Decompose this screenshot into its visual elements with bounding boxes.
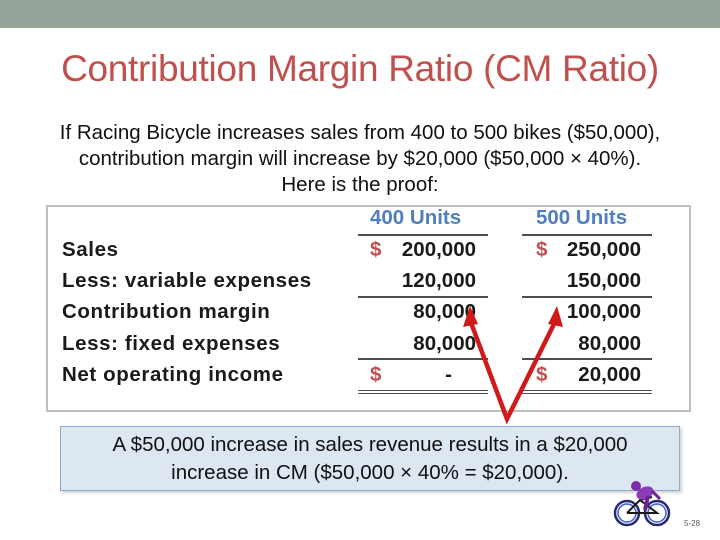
header-underline (358, 234, 488, 236)
top-bar (0, 0, 720, 28)
subtotal-rule (358, 296, 488, 298)
cell-sales-400: 200,000 (401, 238, 476, 261)
row-label-variable-expenses: Less: variable expenses (62, 269, 312, 292)
cell-variable-expenses-400: 120,000 (401, 269, 476, 292)
column-header-400-units: 400 Units (370, 206, 462, 229)
intro-line-3: Here is the proof: (281, 173, 439, 196)
row-label-net-operating-income: Net operating income (62, 363, 284, 386)
slide-number: 5-28 (684, 519, 701, 528)
subtotal-rule (522, 296, 652, 298)
dollar-sign: $ (370, 363, 382, 386)
column-header-500-units: 500 Units (536, 206, 628, 229)
total-double-rule (358, 390, 488, 394)
callout-line-2: increase in CM ($50,000 × 40% = $20,000)… (171, 461, 569, 484)
callout-line-1: A $50,000 increase in sales revenue resu… (112, 433, 628, 456)
intro-text: If Racing Bicycle increases sales from 4… (0, 120, 720, 198)
slide-title: Contribution Margin Ratio (CM Ratio) (61, 48, 659, 89)
header-underline (522, 234, 652, 236)
intro-line-1: If Racing Bicycle increases sales from 4… (59, 121, 661, 144)
callout-box: A $50,000 increase in sales revenue resu… (60, 426, 680, 491)
cell-fixed-expenses-400: 80,000 (413, 332, 476, 355)
subtotal-rule (358, 358, 488, 360)
row-label-contribution-margin: Contribution margin (62, 300, 271, 323)
total-double-rule (522, 390, 652, 394)
dollar-sign: $ (536, 363, 548, 386)
dollar-sign: $ (536, 238, 548, 261)
cell-net-operating-income-400: - (445, 363, 452, 386)
intro-line-2: contribution margin will increase by $20… (78, 147, 642, 170)
row-label-fixed-expenses: Less: fixed expenses (62, 332, 281, 355)
cell-contribution-margin-400: 80,000 (413, 300, 476, 323)
cell-sales-500: 250,000 (566, 238, 641, 261)
v-arrow-shape (463, 306, 563, 425)
cell-variable-expenses-500: 150,000 (566, 269, 641, 292)
cell-fixed-expenses-500: 80,000 (578, 332, 641, 355)
dollar-sign: $ (370, 238, 382, 261)
income-statement-table (46, 205, 691, 412)
subtotal-rule (522, 358, 652, 360)
cell-net-operating-income-500: 20,000 (578, 363, 641, 386)
cell-contribution-margin-500: 100,000 (566, 300, 641, 323)
row-label-sales: Sales (62, 238, 119, 261)
